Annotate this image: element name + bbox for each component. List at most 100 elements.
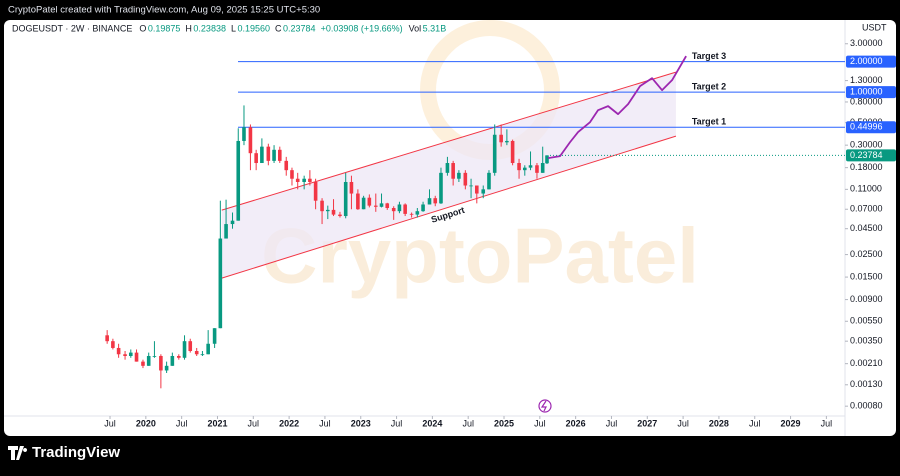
candle-body [349,181,354,194]
x-tick-label: Jul [606,418,618,428]
x-tick-label: 2026 [566,418,586,428]
candle-body [128,352,133,356]
x-tick-label: Jul [677,418,689,428]
x-tick-label: 2029 [781,418,801,428]
brand: TradingView [8,444,120,461]
y-tick-label: 0.80000 [850,96,883,106]
x-tick-label: Jul [821,418,833,428]
candle-body [463,172,468,186]
candle-body [343,181,348,217]
x-tick-label: 2025 [494,418,514,428]
candle-body [481,189,486,194]
x-tick-label: 2023 [351,418,371,428]
x-tick-label: 2021 [207,418,227,428]
candle-body [182,341,187,358]
y-tick-label: 0.11000 [850,184,882,194]
target-name: Target 2 [692,82,726,92]
candle-body [535,165,539,173]
volume-label: Vol [409,23,422,33]
candle-body [313,181,318,201]
price-badge [846,121,896,134]
y-tick-label: 0.18000 [850,162,883,172]
x-tick-label: 2028 [709,418,729,428]
candle-body [505,140,509,143]
candle-body [445,163,450,173]
y-tick-label: 0.00550 [850,316,883,326]
x-tick-label: Jul [749,418,761,428]
candle-body [134,352,139,362]
target-name: Target 1 [692,117,726,127]
candle-body [397,204,402,212]
candle-body [403,204,407,214]
candle-body [308,178,312,182]
x-tick-label: 2024 [422,418,442,428]
candle-body [176,355,181,358]
ohlc-label: L [231,23,236,33]
candle-body [528,165,533,168]
candle-body [415,211,420,215]
candle-body [236,140,241,221]
last-price-label: 0.23784 [850,150,883,160]
candle-body [188,341,193,352]
candle-body [248,127,253,154]
last-price-badge [846,149,896,162]
candle-body [474,185,479,194]
candle-body [290,170,294,179]
y-tick-label: 0.30000 [850,140,883,150]
candle-body [356,193,360,210]
ohlc-label: C [275,23,282,33]
candle-body [230,220,235,225]
candle-body [272,149,276,161]
candle-body [421,204,425,212]
x-tick-label: 2022 [279,418,299,428]
price-badge-label: 2.00000 [850,56,883,66]
candle-body [159,355,163,371]
x-tick-label: Jul [176,418,188,428]
candle-body [254,153,258,164]
symbol: DOGEUSDT · 2W · BINANCE [12,23,132,33]
lightning-icon [538,399,552,413]
y-tick-label: 0.00080 [850,401,883,411]
candle-body [510,140,515,164]
candle-body [338,214,342,217]
candle-body [499,134,503,143]
y-tick-label: 0.04500 [850,223,883,233]
candle-body [302,178,306,182]
candle-body [194,351,199,355]
candle-body [212,328,217,344]
candle-body [409,213,414,215]
candle-body [427,198,432,205]
candle-body [206,343,210,355]
y-tick-label: 0.00350 [850,336,883,346]
candle-body [379,203,384,207]
candle-body [277,149,282,161]
y-tick-label: 0.00130 [850,379,883,389]
candle-body [146,355,151,366]
x-tick-label: Jul [534,418,546,428]
candle-body [320,200,324,212]
y-tick-label: 0.07000 [850,204,883,214]
candle-body [469,185,473,187]
volume-value: 5.31B [423,23,447,33]
price-badge [846,55,896,68]
candle-body [451,163,455,179]
candle-body [170,355,175,366]
y-tick-label: 0.02500 [850,249,883,259]
snapshot-caption: CryptoPatel created with TradingView.com… [8,5,320,16]
candle-body [457,172,461,179]
candle-body [105,335,109,342]
candle-body [266,146,271,161]
candle-body [517,163,521,171]
candle-body [439,172,443,204]
candle-body [373,205,378,207]
y-tick-label: 0.00210 [850,358,883,368]
x-tick-label: Jul [462,418,474,428]
candle-body [391,208,396,212]
candle-body [325,209,330,212]
x-tick-label: 2020 [136,418,156,428]
channel-line [221,135,677,279]
price-badge-label: 1.00000 [850,87,883,97]
candle-body [111,341,115,348]
